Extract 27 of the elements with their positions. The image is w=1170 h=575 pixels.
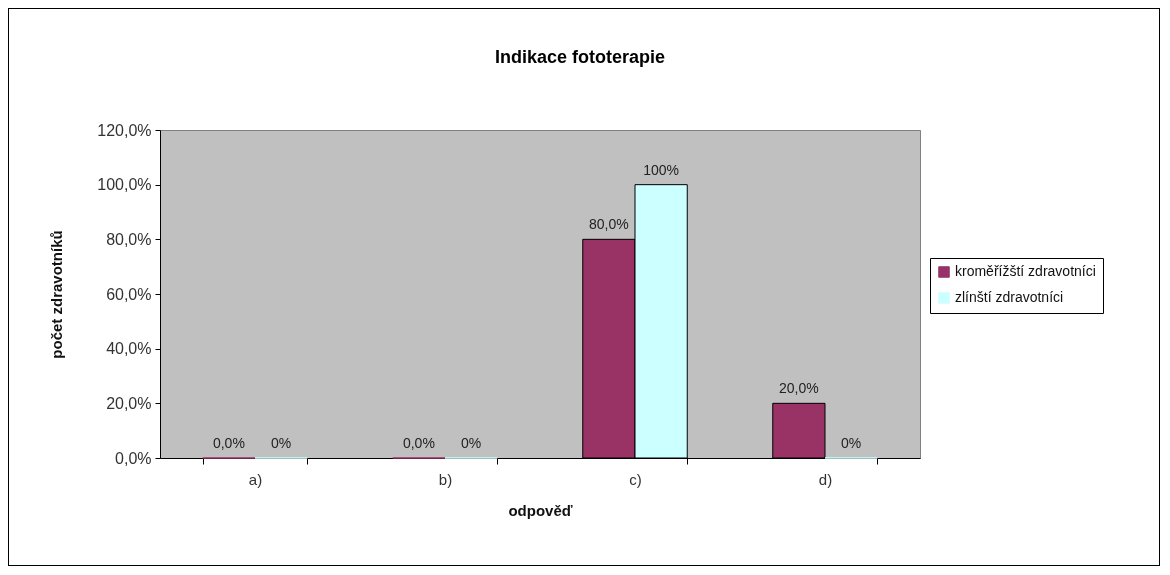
y-tick-label: 80,0% xyxy=(106,230,152,248)
data-label: 0,0% xyxy=(402,435,435,451)
x-axis-title: odpověď xyxy=(508,501,573,519)
data-label: 20,0% xyxy=(779,380,819,397)
chart-title: Indikace fototerapie xyxy=(494,47,666,67)
y-tick-label: 20,0% xyxy=(106,394,152,412)
bar xyxy=(772,402,826,459)
data-label: 0,0% xyxy=(212,435,245,451)
x-tick-label: c) xyxy=(629,470,642,488)
x-tick-label: b) xyxy=(438,470,453,488)
data-label: 0% xyxy=(841,435,862,451)
data-label: 0% xyxy=(271,435,292,451)
data-label: 80,0% xyxy=(589,216,629,233)
y-tick-label: 60,0% xyxy=(106,285,152,303)
y-tick-label: 40,0% xyxy=(106,340,152,358)
y-tick-label: 0,0% xyxy=(115,449,152,467)
data-label: 100% xyxy=(643,161,680,178)
legend-label: kroměřížští zdravotníci xyxy=(955,263,1096,279)
y-tick-label: 120,0% xyxy=(97,121,152,139)
legend-label: zlínští zdravotníci xyxy=(955,289,1064,305)
x-tick-label: d) xyxy=(818,470,833,488)
y-tick-label: 100,0% xyxy=(97,176,152,194)
data-label: 0% xyxy=(461,435,482,451)
bar xyxy=(582,238,636,459)
x-tick-label: a) xyxy=(248,470,263,488)
bar xyxy=(634,184,688,459)
y-axis-title: počet zdravotníků xyxy=(48,230,66,359)
